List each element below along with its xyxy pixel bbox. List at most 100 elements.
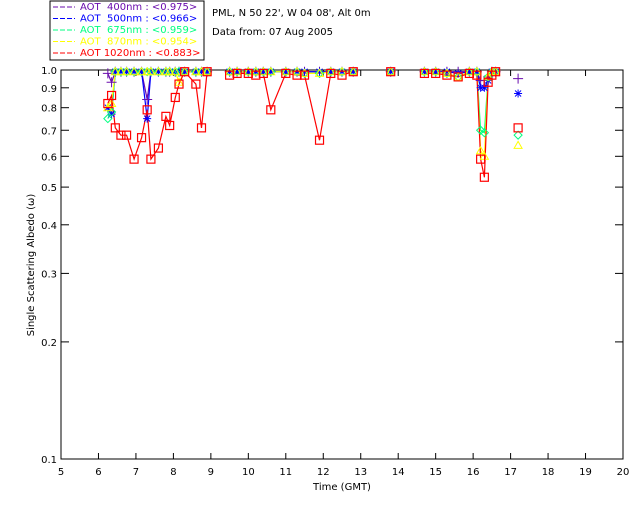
data-point-triangle [453,71,464,81]
asterisk-mark [197,67,206,76]
asterisk-mark [154,67,163,76]
data-point-square [121,130,132,140]
x-tick-label: 18 [542,467,555,478]
data-point-triangle [179,66,190,76]
data-point-square [472,70,482,80]
data-point-square [476,154,486,164]
data-point-triangle [146,66,156,76]
data-point-plus [106,77,117,88]
data-point-square [419,68,430,79]
asterisk-mark [180,67,189,76]
data-point-diamond [464,66,475,77]
data-point-diamond [224,66,235,77]
data-point-diamond [292,66,302,77]
data-point-square [116,130,126,140]
data-point-triangle [475,145,486,155]
data-point-square [491,67,501,77]
asterisk-mark [203,67,212,76]
data-point-square [174,79,184,89]
data-point-square [258,68,268,79]
data-point-square [153,143,164,153]
data-point-diamond [103,113,113,124]
asterisk-mark [326,67,335,76]
data-point-diamond [251,66,261,77]
data-point-asterisk [281,67,290,76]
data-point-asterisk [420,67,429,76]
data-point-diamond [281,66,291,77]
data-point-asterisk [233,67,242,76]
data-point-asterisk [107,110,116,119]
data-point-triangle [191,66,201,76]
asterisk-mark [266,67,275,76]
y-axis-label: Single Scattering Albedo (ω) [26,194,37,337]
data-point-triangle [280,66,291,76]
data-point-asterisk [514,89,523,98]
asterisk-mark [259,67,268,76]
data-point-triangle [513,140,523,149]
data-point-square [348,67,358,77]
data-point-asterisk [480,83,489,92]
data-point-square [326,68,336,79]
asterisk-mark [191,67,200,76]
asterisk-mark [431,67,440,76]
data-point-asterisk [244,67,253,76]
data-point-triangle [136,66,147,76]
data-point-asterisk [203,67,212,76]
plus-mark [106,77,117,88]
asterisk-mark [244,67,253,76]
data-point-asterisk [154,67,163,76]
data-point-triangle [299,68,310,77]
data-point-square [386,67,396,77]
asterisk-mark [143,114,152,123]
data-point-square [161,111,171,121]
asterisk-mark [480,83,489,92]
data-point-square [129,154,139,164]
data-point-square [442,70,452,80]
data-point-square [232,68,242,79]
asterisk-mark [130,67,139,76]
data-point-diamond [129,66,139,77]
y-tick-label: 0.1 [41,455,57,466]
asterisk-mark [122,67,131,76]
data-point-diamond [419,66,430,77]
data-point-square [266,105,276,115]
data-point-asterisk [180,67,189,76]
x-tick-label: 8 [170,467,176,478]
asterisk-mark [386,67,395,76]
data-point-plus [513,73,524,84]
plus-mark [513,73,524,84]
data-point-diamond [299,68,310,79]
x-tick-label: 17 [504,467,517,478]
data-point-diamond [475,125,486,135]
data-point-square [479,172,489,182]
data-point-plus [102,68,113,79]
asterisk-mark [107,110,116,119]
data-point-asterisk [191,67,200,76]
asterisk-mark [349,67,358,76]
legend-label: AOT 400nm : <0.975> [80,2,197,13]
x-tick-label: 7 [133,467,139,478]
data-point-square [299,70,310,80]
asterisk-mark [465,67,474,76]
data-point-square [146,154,156,164]
data-point-triangle [348,66,359,76]
data-point-triangle [442,68,452,77]
data-point-diamond [243,66,254,77]
data-point-diamond [430,66,441,77]
y-tick-label: 0.9 [41,84,57,95]
data-point-diamond [326,66,336,77]
data-point-diamond [121,66,132,77]
date-info: Data from: 07 Aug 2005 [212,27,333,38]
data-point-triangle [243,66,254,76]
data-point-asterisk [386,67,395,76]
data-point-square [170,92,180,103]
data-point-square [106,90,117,101]
data-point-diamond [483,72,493,82]
x-tick-label: 5 [58,467,64,478]
data-point-triangle [202,66,212,76]
data-point-diamond [232,66,242,77]
plus-mark [142,94,153,105]
data-point-diamond [513,130,523,140]
